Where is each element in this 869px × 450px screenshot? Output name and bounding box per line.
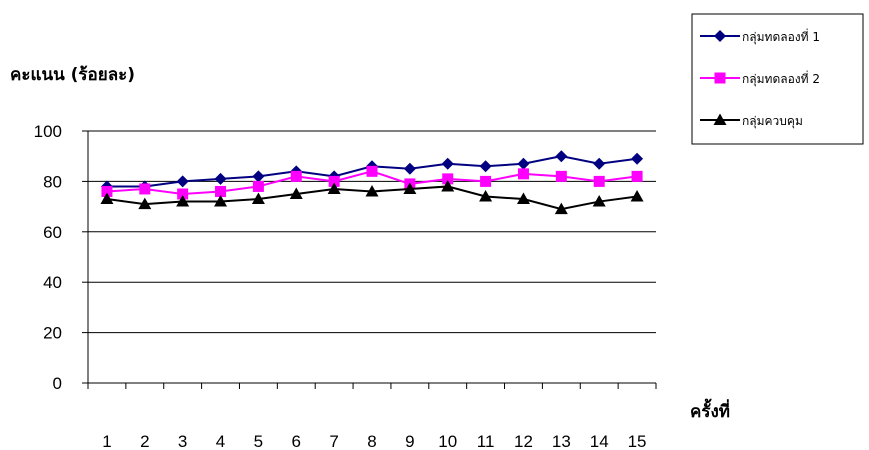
legend-marker xyxy=(714,72,726,84)
data-point xyxy=(214,172,227,185)
data-point xyxy=(252,170,265,183)
y-tick-label: 60 xyxy=(43,223,62,242)
legend-item: กลุ่มทดลองที่ 2 xyxy=(700,70,820,87)
data-point xyxy=(366,165,378,177)
x-tick-label: 15 xyxy=(628,432,647,450)
data-point xyxy=(479,190,493,202)
data-point xyxy=(516,192,530,205)
legend-marker xyxy=(714,30,726,42)
legend-marker xyxy=(713,113,727,125)
series-2 xyxy=(101,165,643,200)
x-tick-label: 3 xyxy=(178,432,187,450)
data-point xyxy=(631,152,644,165)
x-tick-label: 11 xyxy=(477,432,495,450)
data-point xyxy=(554,202,568,215)
data-point xyxy=(101,185,113,197)
x-tick-label: 13 xyxy=(552,432,571,450)
y-tick-label: 80 xyxy=(43,172,62,191)
x-tick-label: 14 xyxy=(590,432,609,450)
x-tick-label: 12 xyxy=(514,432,533,450)
legend-item: กลุ่มทดลองที่ 1 xyxy=(700,28,820,45)
data-point xyxy=(327,182,341,194)
y-axis-title: คะแนน (ร้อยละ) xyxy=(10,65,135,85)
gridlines xyxy=(82,130,656,384)
x-tick-label: 8 xyxy=(367,432,376,450)
data-point xyxy=(593,157,606,170)
data-point xyxy=(365,184,379,197)
x-tick-label: 9 xyxy=(405,432,414,450)
data-point xyxy=(251,192,265,205)
data-point xyxy=(176,175,189,188)
legend-label: กลุ่มทดลองที่ 1 xyxy=(742,28,820,45)
data-point xyxy=(290,170,302,182)
x-tick-label: 10 xyxy=(438,432,457,450)
data-point xyxy=(441,157,454,170)
data-point xyxy=(177,188,189,200)
y-tick-label: 20 xyxy=(43,324,62,343)
legend: กลุ่มทดลองที่ 1 กลุ่มทดลองที่ 2 กลุ่มควบคุ… xyxy=(691,13,864,145)
data-point xyxy=(555,170,567,182)
data-point xyxy=(630,190,644,202)
data-point xyxy=(289,187,303,199)
data-point xyxy=(555,150,568,163)
x-tick-labels: 1 2 3 4 5 6 7 8 9 10 11 12 13 14 15 xyxy=(102,432,646,450)
series-lines xyxy=(100,150,644,215)
x-tick-label: 1 xyxy=(102,432,111,450)
x-axis-title: ครั้งที่ xyxy=(690,398,730,422)
data-point xyxy=(441,179,455,192)
data-point xyxy=(517,168,529,180)
data-point xyxy=(215,185,227,197)
legend-label: กลุ่มทดลองที่ 2 xyxy=(742,70,820,87)
x-tick-label: 4 xyxy=(216,432,225,450)
data-point xyxy=(593,175,605,187)
data-point xyxy=(403,182,417,194)
x-tick-label: 6 xyxy=(292,432,301,450)
data-point xyxy=(592,195,606,207)
y-tick-label: 0 xyxy=(53,374,62,393)
data-point xyxy=(631,170,643,182)
legend-label: กลุ่มควบคุม xyxy=(742,114,803,129)
y-tick-label: 100 xyxy=(34,122,62,141)
data-point xyxy=(479,160,492,173)
y-tick-labels: 0 20 40 60 80 100 xyxy=(34,122,62,393)
axes xyxy=(87,131,657,389)
x-tick-label: 2 xyxy=(140,432,149,450)
x-tick-label: 7 xyxy=(329,432,338,450)
data-point xyxy=(403,162,416,175)
data-point xyxy=(138,197,152,210)
y-tick-label: 40 xyxy=(43,273,62,292)
data-point xyxy=(480,175,492,187)
data-point xyxy=(517,157,530,170)
series-3 xyxy=(100,179,644,215)
data-point xyxy=(214,195,228,207)
data-point xyxy=(139,183,151,195)
data-point xyxy=(252,180,264,192)
data-point xyxy=(100,192,114,205)
data-point xyxy=(328,175,340,187)
x-tick-label: 5 xyxy=(254,432,263,450)
data-point xyxy=(176,195,190,207)
legend-item: กลุ่มควบคุม xyxy=(700,113,803,129)
data-point xyxy=(442,173,454,185)
